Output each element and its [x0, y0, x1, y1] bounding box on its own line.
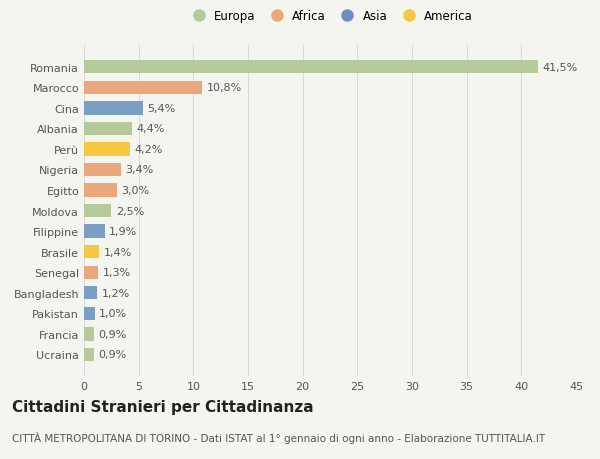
Text: 1,0%: 1,0% — [100, 309, 127, 319]
Bar — [84, 102, 143, 115]
Bar — [84, 348, 94, 361]
Bar — [84, 307, 95, 320]
Text: 1,4%: 1,4% — [104, 247, 132, 257]
Bar — [84, 204, 112, 218]
Text: 3,4%: 3,4% — [125, 165, 154, 175]
Bar — [84, 143, 130, 156]
Text: 10,8%: 10,8% — [206, 83, 242, 93]
Text: 4,2%: 4,2% — [134, 145, 163, 155]
Bar — [84, 61, 538, 74]
Text: 2,5%: 2,5% — [116, 206, 144, 216]
Text: 3,0%: 3,0% — [121, 185, 149, 196]
Bar — [84, 266, 98, 280]
Text: 1,9%: 1,9% — [109, 227, 137, 237]
Bar — [84, 184, 117, 197]
Text: CITTÀ METROPOLITANA DI TORINO - Dati ISTAT al 1° gennaio di ogni anno - Elaboraz: CITTÀ METROPOLITANA DI TORINO - Dati IST… — [12, 431, 545, 443]
Text: Cittadini Stranieri per Cittadinanza: Cittadini Stranieri per Cittadinanza — [12, 399, 314, 414]
Bar — [84, 163, 121, 177]
Text: 1,3%: 1,3% — [103, 268, 131, 278]
Bar — [84, 123, 132, 136]
Text: 0,9%: 0,9% — [98, 329, 127, 339]
Text: 41,5%: 41,5% — [542, 62, 577, 73]
Text: 1,2%: 1,2% — [101, 288, 130, 298]
Legend: Europa, Africa, Asia, America: Europa, Africa, Asia, America — [182, 6, 478, 28]
Bar — [84, 246, 100, 259]
Text: 0,9%: 0,9% — [98, 350, 127, 360]
Text: 4,4%: 4,4% — [136, 124, 165, 134]
Bar — [84, 286, 97, 300]
Text: 5,4%: 5,4% — [148, 104, 176, 113]
Bar — [84, 81, 202, 95]
Bar — [84, 225, 105, 238]
Bar — [84, 328, 94, 341]
